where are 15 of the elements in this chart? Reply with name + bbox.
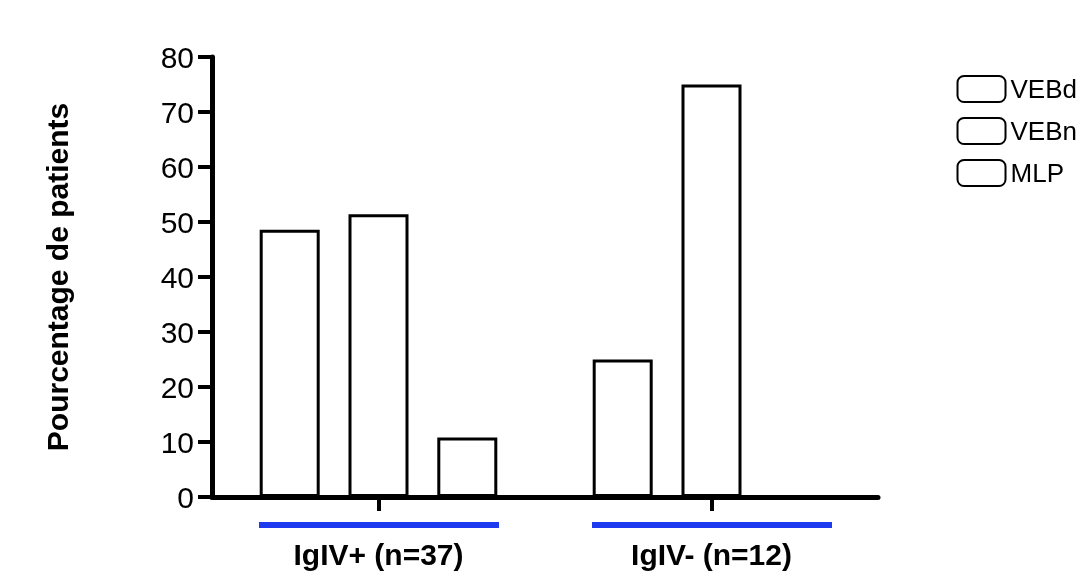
y-tick-label: 70 [160, 95, 194, 129]
legend-label: VEBd [1010, 74, 1078, 104]
y-tick-label: 80 [160, 40, 194, 74]
x-tick-label: IgIV- (n=12) [631, 537, 792, 571]
y-tick-label: 20 [160, 370, 194, 404]
y-axis-title: Pourcentage de patients [40, 102, 74, 452]
y-tick-label: 10 [160, 425, 194, 459]
legend-label: MLP [1010, 158, 1064, 188]
y-tick-label: 0 [177, 480, 194, 514]
y-tick-label: 60 [160, 150, 194, 184]
x-tick-label: IgIV+ (n=37) [293, 537, 464, 571]
y-tick-label: 30 [160, 315, 194, 349]
y-tick-label: 50 [160, 205, 194, 239]
y-tick-label: 40 [160, 260, 194, 294]
legend-label: VEBn [1010, 116, 1078, 146]
